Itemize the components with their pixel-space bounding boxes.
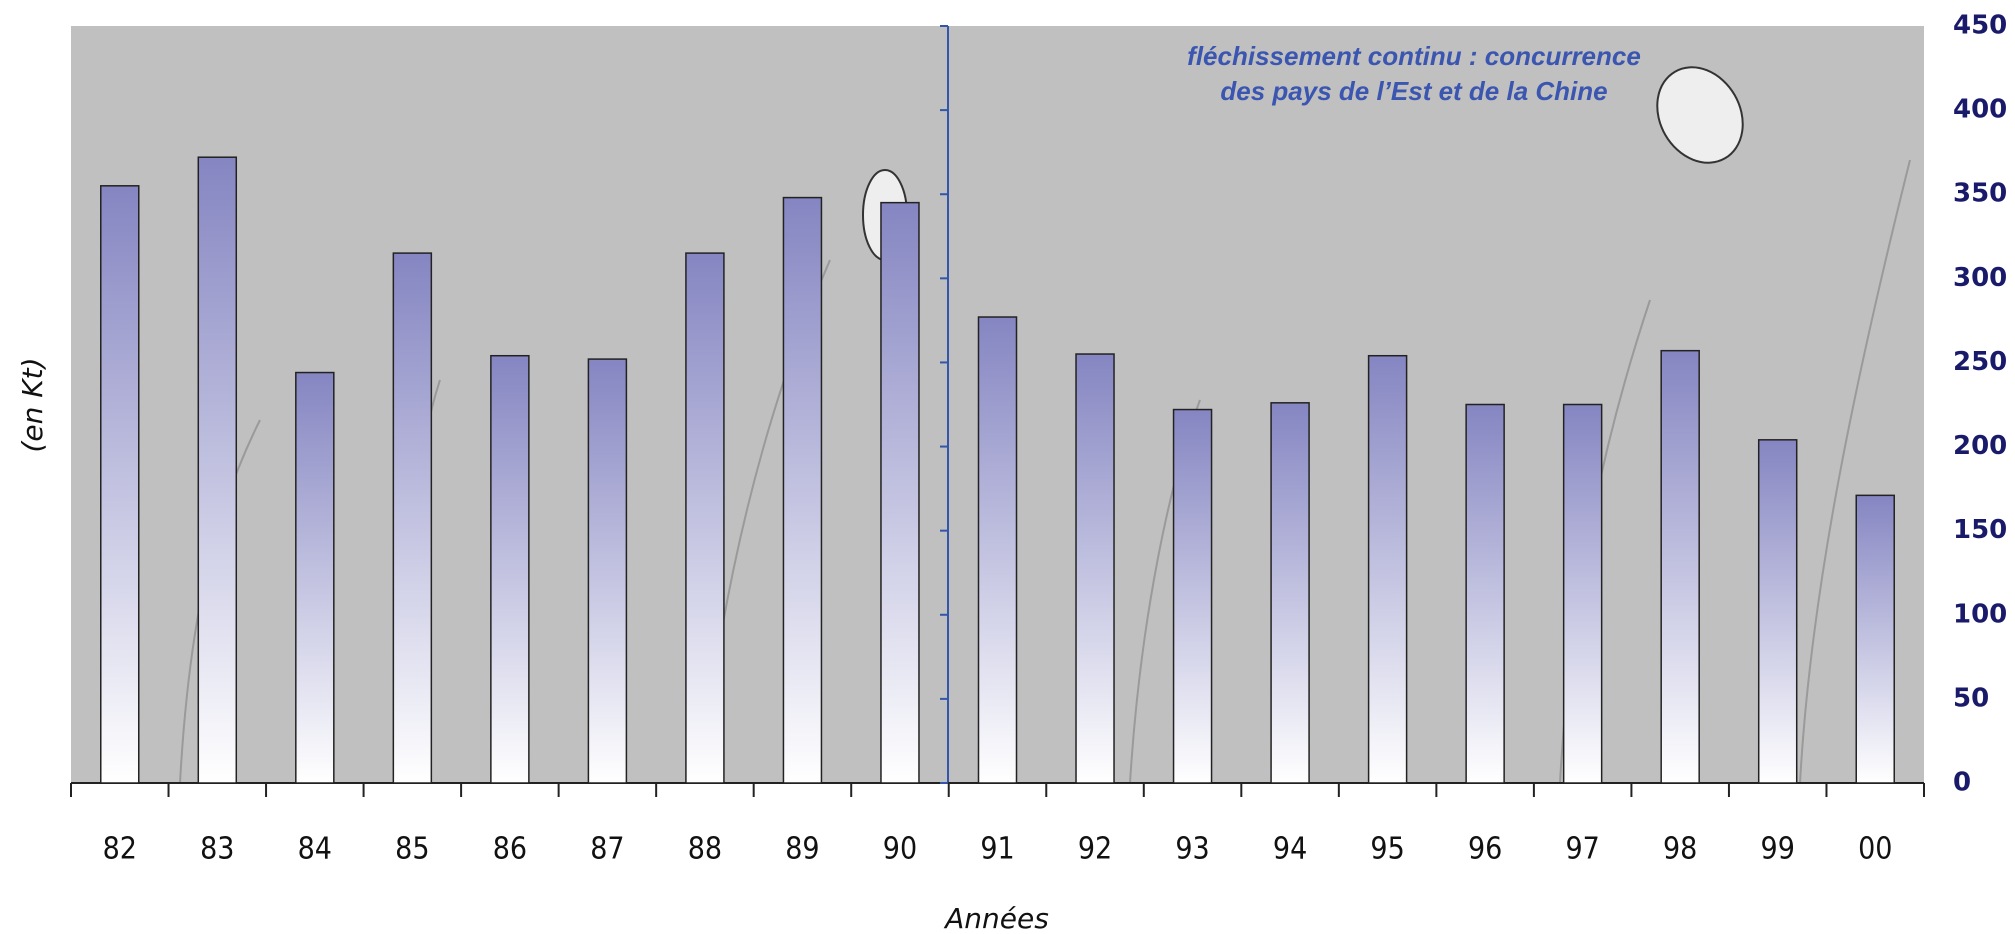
x-tick-label: 83	[200, 832, 234, 867]
annotation: fléchissement continu : concurrence	[1187, 41, 1641, 71]
y-tick-label: 100	[1953, 599, 2007, 629]
x-axis-title: Années	[943, 902, 1049, 934]
x-tick-label: 87	[590, 832, 624, 867]
bar	[295, 371, 335, 784]
y-tick-label: 400	[1953, 95, 2007, 125]
x-tick-label: 85	[395, 832, 429, 867]
y-tick-label: 50	[1953, 683, 1989, 713]
annotation: des pays de l’Est et de la Chine	[1220, 76, 1607, 106]
bar	[1660, 349, 1700, 784]
bar	[197, 156, 238, 784]
y-tick-label: 350	[1953, 179, 2007, 209]
bar	[685, 252, 725, 784]
x-tick-label: 93	[1175, 832, 1209, 867]
x-tick-label: 94	[1273, 832, 1307, 867]
x-tick-label: 84	[298, 832, 332, 867]
bar	[1075, 353, 1115, 784]
bar	[100, 185, 140, 784]
bar	[782, 196, 823, 784]
x-tick-label: 86	[493, 832, 527, 867]
x-tick-label: 97	[1565, 832, 1599, 867]
y-axis-title: (en Kt)	[16, 357, 49, 452]
x-tick-label: 95	[1370, 832, 1404, 867]
y-tick-label: 0	[1953, 768, 1971, 798]
bar	[1465, 403, 1505, 784]
bar	[1562, 403, 1603, 784]
bar	[1367, 354, 1408, 784]
y-tick-label: 250	[1953, 347, 2007, 377]
x-tick-label: 88	[688, 832, 722, 867]
y-tick-label: 450	[1953, 11, 2007, 41]
bar	[1855, 494, 1895, 784]
y-tick-label: 300	[1953, 263, 2007, 293]
bar	[880, 201, 920, 784]
x-tick-label: 89	[785, 832, 819, 867]
bar	[1172, 408, 1213, 784]
bar	[392, 252, 433, 784]
y-tick-label: 200	[1953, 431, 2007, 461]
x-tick-label: 91	[980, 832, 1014, 867]
bar	[1757, 439, 1798, 784]
bar	[587, 358, 628, 784]
bar	[977, 316, 1018, 784]
x-tick-label: 99	[1761, 832, 1795, 867]
x-tick-label: 90	[883, 832, 917, 867]
x-tick-label: 92	[1078, 832, 1112, 867]
x-tick-label: 96	[1468, 832, 1502, 867]
y-tick-label: 150	[1953, 515, 2007, 545]
bar	[1270, 402, 1310, 784]
x-tick-label: 82	[103, 832, 137, 867]
x-tick-label: 98	[1663, 832, 1697, 867]
bar	[490, 354, 530, 784]
x-tick-label: 00	[1858, 832, 1892, 867]
